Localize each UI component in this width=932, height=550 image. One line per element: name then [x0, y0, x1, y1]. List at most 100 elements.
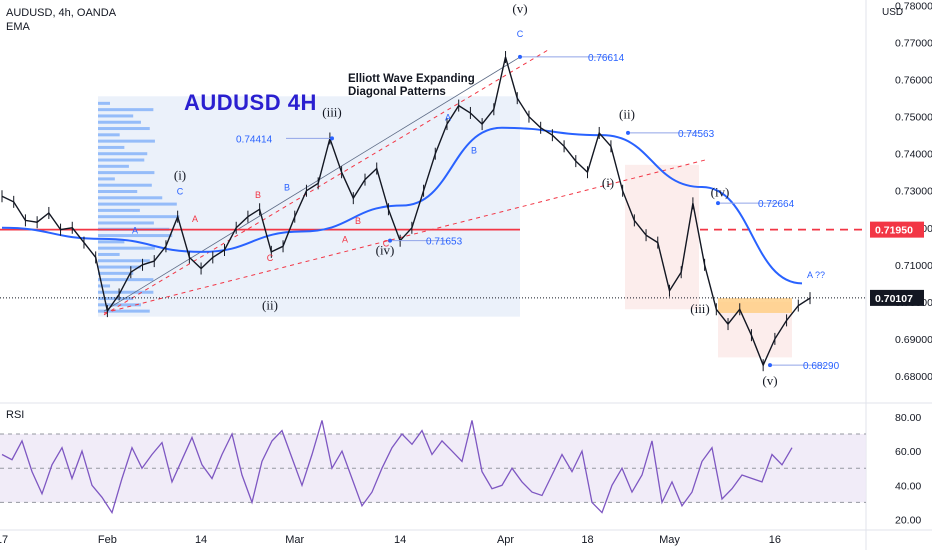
- volume-profile-bar: [98, 120, 141, 124]
- price-callout-dot: [330, 136, 334, 141]
- target-zone: [718, 298, 792, 313]
- rsi-tick-label: 20.00: [895, 514, 921, 526]
- wave-sublabel: A: [192, 214, 198, 224]
- wave-sublabel: B: [284, 183, 290, 193]
- time-tick-label: Mar: [285, 534, 304, 546]
- time-tick-label: Apr: [497, 534, 514, 546]
- volume-profile-bar: [98, 183, 152, 187]
- wave-label: (iii): [690, 301, 710, 316]
- volume-profile-bar: [98, 265, 141, 269]
- volume-profile-bar: [98, 152, 148, 156]
- wave-sublabel: C: [267, 253, 274, 263]
- price-callout-dot: [626, 130, 630, 135]
- volume-profile-bar: [98, 278, 154, 282]
- volume-profile-bar: [98, 240, 125, 244]
- chart-subtitle: Elliott Wave Expanding Diagonal Patterns: [348, 73, 475, 98]
- chart-title: AUDUSD 4H: [184, 90, 317, 115]
- wave-label: (ii): [262, 297, 278, 312]
- rsi-tick-label: 60.00: [895, 446, 921, 458]
- volume-profile-bar: [98, 215, 180, 219]
- wave-sublabel: A: [445, 112, 451, 122]
- rsi-tick-label: 40.00: [895, 480, 921, 492]
- volume-profile-bar: [98, 145, 125, 149]
- current-price-tag: [870, 289, 924, 306]
- price-callout-dot: [768, 363, 772, 368]
- price-tick-label: 0.78000: [895, 1, 932, 13]
- wave-sublabel: C: [517, 29, 524, 39]
- price-tick-label: 0.68000: [895, 371, 932, 383]
- time-tick-label: May: [659, 534, 680, 546]
- volume-profile-bar: [98, 234, 173, 238]
- time-tick-label: 16: [769, 534, 781, 546]
- price-tick-label: 0.77000: [895, 38, 932, 50]
- volume-profile-bar: [98, 127, 150, 131]
- resistance-price-tag: [870, 221, 924, 238]
- time-tick-label: 17: [0, 534, 8, 546]
- price-callout-dot: [518, 54, 522, 59]
- time-tick-label: 14: [394, 534, 406, 546]
- indicator-label[interactable]: EMA: [6, 21, 30, 33]
- volume-profile-bar: [98, 133, 120, 137]
- price-tick-label: 0.76000: [895, 75, 932, 87]
- currency-label: USD: [882, 7, 904, 18]
- volume-profile-bar: [98, 196, 163, 200]
- price-line: [1, 56, 811, 368]
- price-tick-label: 0.75000: [895, 112, 932, 124]
- volume-profile-bar: [98, 246, 155, 250]
- wave-label: (iii): [322, 105, 342, 120]
- current-price-text: 0.70107: [875, 293, 913, 305]
- price-callout-label: 0.74563: [678, 129, 715, 140]
- volume-profile-bar: [98, 158, 145, 162]
- volume-profile-bar: [98, 290, 154, 294]
- wave-sublabel: C: [383, 238, 390, 248]
- resistance-price-text: 0.71950: [875, 225, 913, 237]
- time-tick-label: 18: [581, 534, 593, 546]
- price-callout-label: 0.74414: [236, 134, 273, 145]
- price-tick-label: 0.71000: [895, 260, 932, 272]
- wave-sublabel: A: [132, 225, 138, 235]
- time-tick-label: 14: [195, 534, 207, 546]
- price-callout-dot: [388, 238, 392, 243]
- wave-sublabel: A: [342, 235, 348, 245]
- volume-profile-bar: [98, 259, 150, 263]
- volume-profile-bar: [98, 164, 129, 168]
- volume-profile-bar: [98, 271, 134, 275]
- price-tick-label: 0.74000: [895, 149, 932, 161]
- rsi-line: [1, 420, 793, 515]
- volume-profile-bar: [98, 221, 154, 225]
- volume-profile-bar: [98, 108, 154, 112]
- wave-sublabel: B: [471, 146, 477, 156]
- volume-profile-bar: [98, 139, 155, 143]
- wave-sublabel: B: [355, 216, 361, 226]
- price-tick-label: 0.73000: [895, 186, 932, 198]
- wave-label: (ii): [619, 107, 635, 122]
- volume-profile-bar: [98, 252, 120, 256]
- wave-sublabel: A ??: [807, 270, 825, 280]
- symbol-header[interactable]: AUDUSD, 4h, OANDA: [6, 7, 117, 19]
- wave-label: (iv): [711, 184, 730, 199]
- time-tick-label: Feb: [98, 534, 117, 546]
- wave-label: (i): [174, 168, 186, 183]
- rsi-tick-label: 80.00: [895, 412, 921, 424]
- wave-sublabel: B: [255, 190, 261, 200]
- wave-label: (i): [602, 175, 614, 190]
- diagonal-upper-line: [103, 49, 549, 316]
- consolidation-zone: [98, 96, 520, 317]
- price-callout-label: 0.76614: [588, 53, 625, 64]
- volume-profile-bar: [98, 208, 140, 212]
- wave-sublabel: C: [177, 186, 184, 196]
- price-callout-label: 0.68290: [803, 361, 840, 372]
- wave-label: (v): [762, 373, 777, 388]
- price-callout-dot: [716, 201, 720, 206]
- price-callout-label: 0.71653: [426, 237, 463, 248]
- ema-line: [1, 126, 803, 285]
- wave-label: (v): [512, 1, 527, 16]
- volume-profile-bar: [98, 101, 110, 105]
- price-callout-label: 0.72664: [758, 199, 795, 210]
- volume-profile-bar: [98, 177, 115, 181]
- volume-profile-bar: [98, 309, 150, 313]
- volume-profile-bar: [98, 190, 138, 193]
- volume-profile-bar: [98, 171, 155, 175]
- volume-profile-bar: [98, 114, 134, 118]
